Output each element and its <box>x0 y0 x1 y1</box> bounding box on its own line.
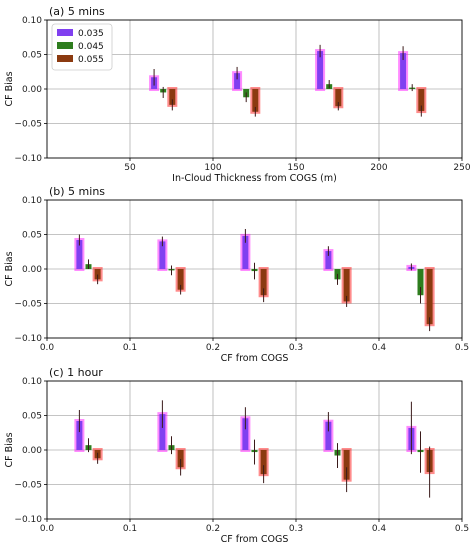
x-axis-label: CF from COGS <box>221 353 289 364</box>
y-tick-label: −0.05 <box>14 481 42 491</box>
bar-0.045 <box>417 269 424 296</box>
legend-entry: 0.045 <box>78 42 104 52</box>
bar-0.055 <box>177 450 184 468</box>
x-tick-label: 0.1 <box>123 343 137 353</box>
x-tick-label: 0.5 <box>455 524 469 534</box>
x-tick-label: 0.4 <box>372 524 387 534</box>
panel-title: (b) 5 mins <box>49 185 105 198</box>
y-tick-label: 0.10 <box>22 377 42 387</box>
y-tick-label: −0.10 <box>14 334 42 344</box>
x-tick-label: 250 <box>453 163 470 173</box>
bar-0.055 <box>169 89 176 105</box>
x-tick-label: 50 <box>124 163 136 173</box>
bar-0.035 <box>325 421 332 450</box>
bar-0.055 <box>335 89 342 107</box>
y-tick-label: 0.00 <box>22 265 42 275</box>
bar-0.035 <box>317 51 324 89</box>
axes-frame <box>46 199 463 339</box>
y-tick-label: 0.00 <box>22 85 42 95</box>
x-tick-label: 0.4 <box>372 343 387 353</box>
legend-entry: 0.035 <box>78 29 104 39</box>
y-tick-label: −0.10 <box>14 154 42 164</box>
bar-0.055 <box>177 269 184 290</box>
legend-swatch <box>57 55 73 62</box>
bar-0.055 <box>260 450 267 475</box>
x-tick-label: 0.5 <box>455 343 469 353</box>
y-tick-label: 0.05 <box>22 231 42 241</box>
x-tick-label: 0.0 <box>40 343 55 353</box>
x-axis-label: In-Cloud Thickness from COGS (m) <box>172 173 337 184</box>
x-tick-label: 0.2 <box>206 343 220 353</box>
bar-0.055 <box>252 89 259 112</box>
x-axis-label: CF from COGS <box>221 534 289 545</box>
bar-0.035 <box>234 73 241 89</box>
bar-0.035 <box>400 53 407 89</box>
bar-0.055 <box>343 450 350 480</box>
x-tick-label: 100 <box>204 163 221 173</box>
y-tick-label: 0.10 <box>22 196 42 206</box>
y-tick-label: 0.00 <box>22 446 42 456</box>
x-tick-label: 0.0 <box>40 524 55 534</box>
x-tick-label: 0.1 <box>123 524 137 534</box>
x-tick-label: 0.3 <box>289 524 303 534</box>
y-tick-label: −0.10 <box>14 515 42 525</box>
bar-0.035 <box>325 251 332 269</box>
y-tick-label: 0.10 <box>22 16 42 26</box>
legend-entry: 0.055 <box>78 55 104 65</box>
y-tick-label: 0.05 <box>22 412 42 422</box>
bar-0.055 <box>343 269 350 302</box>
axes-frame <box>46 19 463 159</box>
bar-0.055 <box>418 89 425 112</box>
x-tick-label: 150 <box>287 163 304 173</box>
y-axis-label: CF Bias <box>4 71 15 106</box>
bar-0.055 <box>260 269 267 296</box>
y-tick-label: −0.05 <box>14 300 42 310</box>
panel-title: (c) 1 hour <box>49 366 103 379</box>
y-axis-label: CF Bias <box>4 432 15 467</box>
bar-0.035 <box>76 421 83 450</box>
axes-frame <box>46 380 463 520</box>
y-axis-label: CF Bias <box>4 251 15 286</box>
bar-0.035 <box>159 414 166 450</box>
legend-swatch <box>57 29 73 36</box>
bar-0.035 <box>76 240 83 269</box>
legend-swatch <box>57 42 73 49</box>
bar-0.035 <box>242 418 249 450</box>
bar-0.035 <box>242 235 249 269</box>
bar-0.055 <box>426 269 433 325</box>
x-tick-label: 0.3 <box>289 343 303 353</box>
x-tick-label: 0.2 <box>206 524 220 534</box>
panel-3: 0.0 0.1 0.2 0.3 0.4 0.5 0.10 0.05 0.00 −0.05 −0.10… <box>4 366 469 545</box>
x-tick-label: 200 <box>370 163 387 173</box>
bar-0.035 <box>159 241 166 269</box>
panel-title: (a) 5 mins <box>49 5 105 18</box>
legend: 0.035 0.045 0.055 <box>51 23 113 71</box>
panel-2: 0.0 0.1 0.2 0.3 0.4 0.5 0.10 0.05 0.00 −0.05 −0.10… <box>4 185 469 364</box>
y-tick-label: −0.05 <box>14 120 42 130</box>
bar-0.055 <box>94 269 101 280</box>
y-tick-label: 0.05 <box>22 51 42 61</box>
panel-1: 50 100 150 200 250 0.10 0.05 0.00 −0.05 −0.10 (a) … <box>4 5 471 184</box>
